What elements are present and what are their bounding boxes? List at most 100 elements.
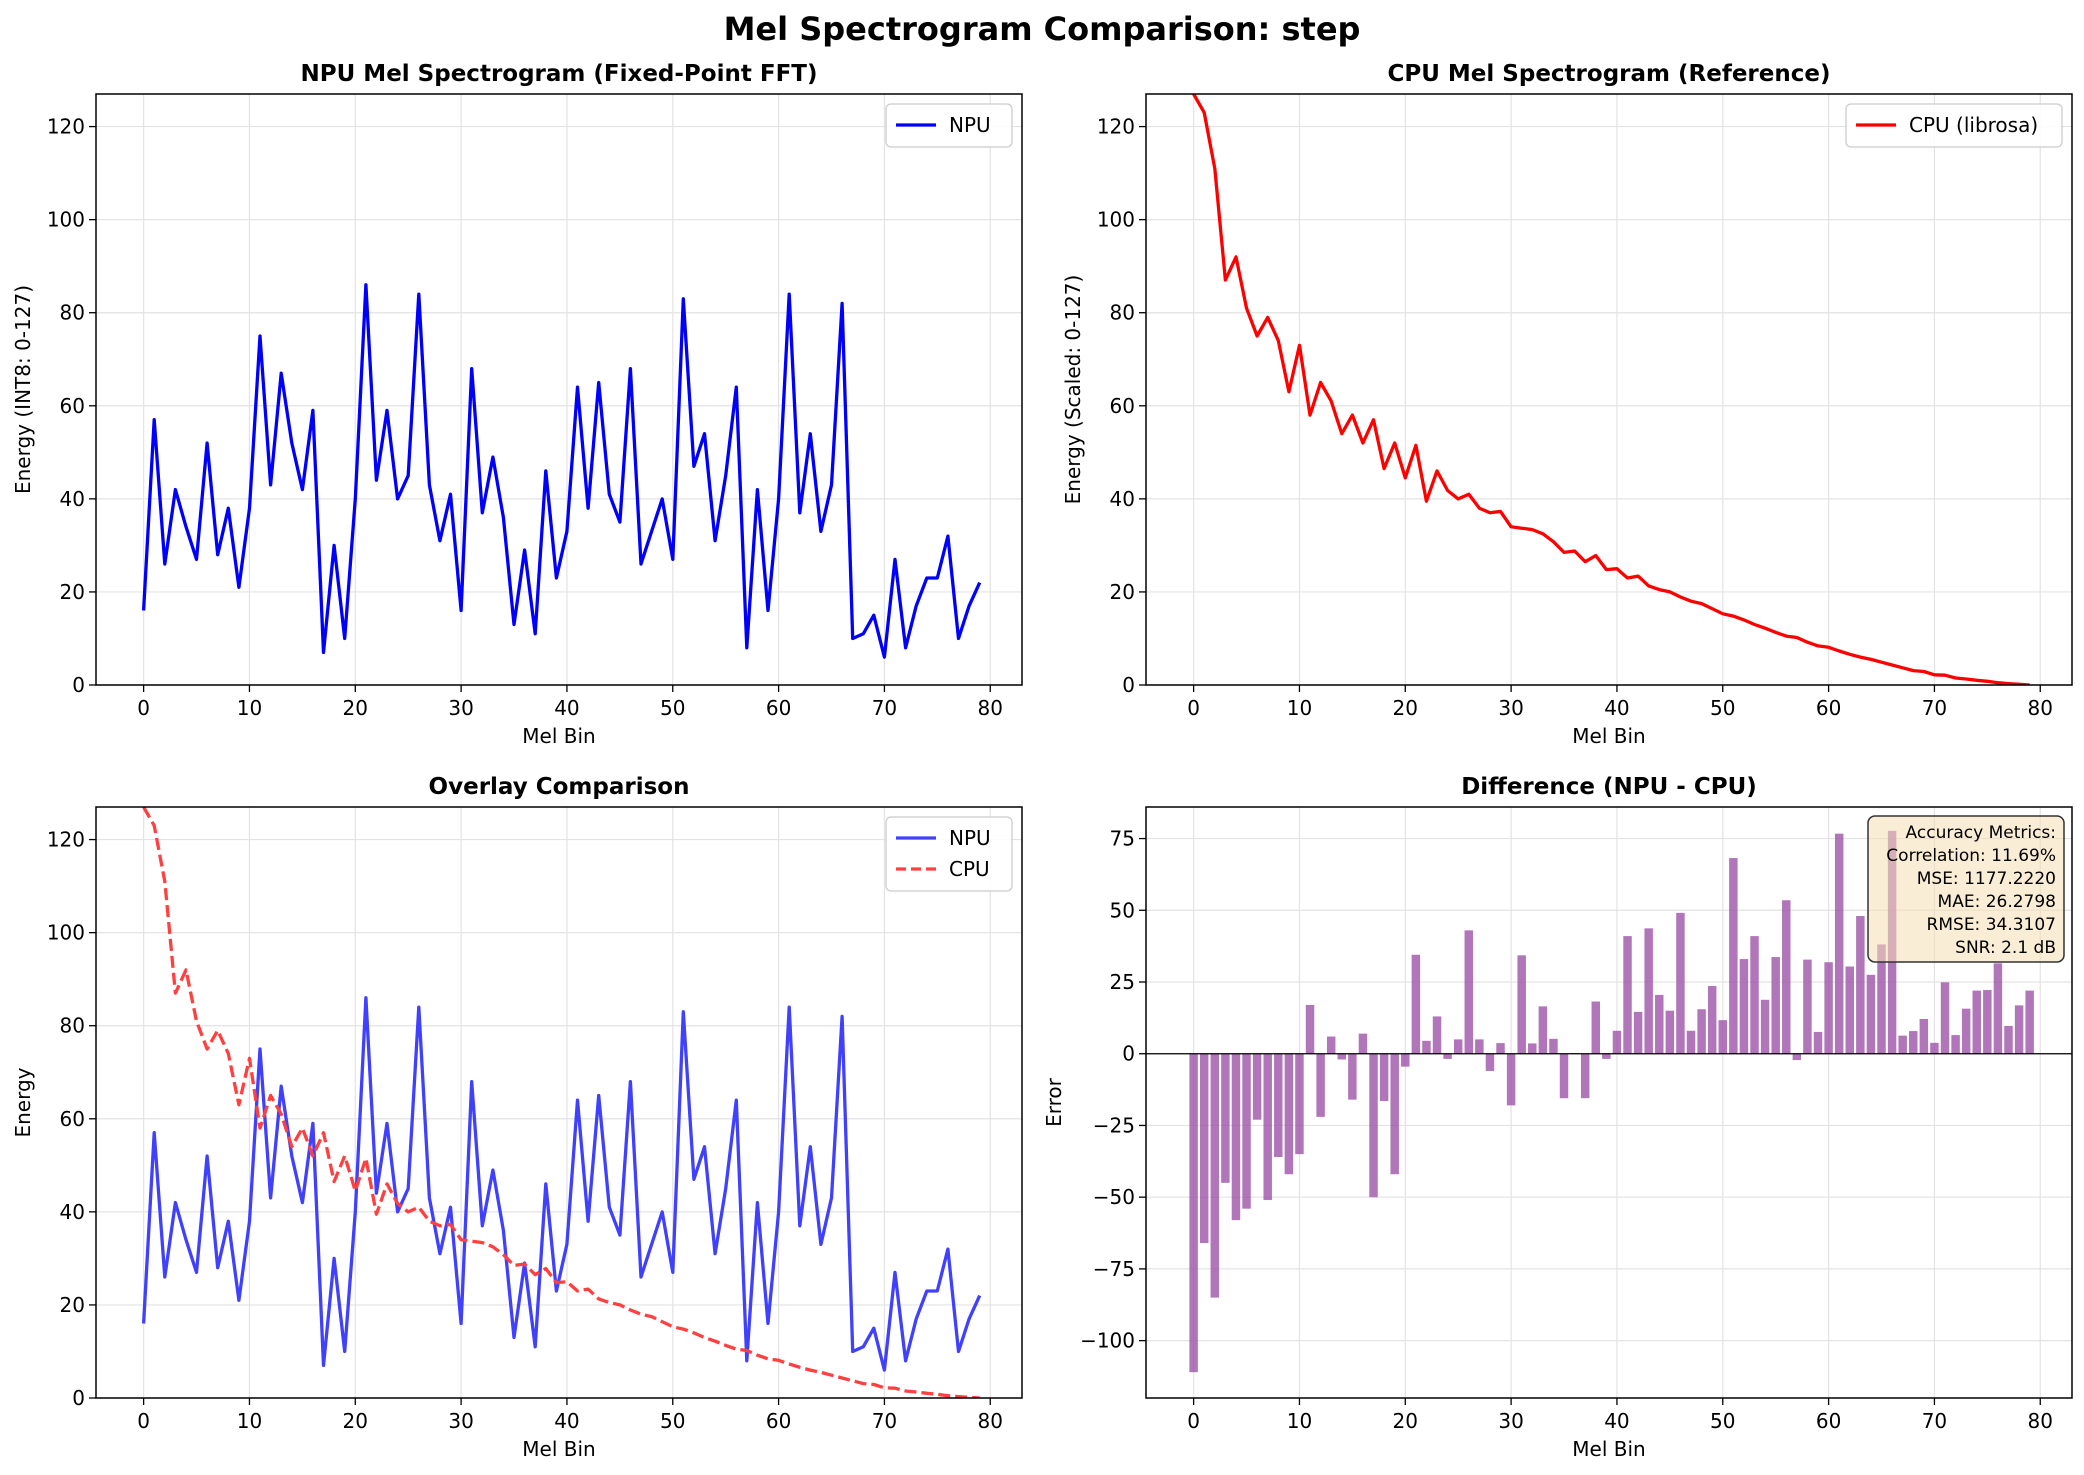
y-tick-label: 75 <box>1110 827 1135 851</box>
bar-bin-25 <box>1453 1039 1463 1054</box>
panel-2: 0 10 20 30 40 50 60 70 80 0 20 40 60 80 100 120 CPU Mel … <box>1061 61 2073 748</box>
series-line-npu <box>141 996 982 1372</box>
plot-area <box>1192 94 2030 685</box>
x-tick-label: 50 <box>1710 1409 1735 1433</box>
x-tick-label: 40 <box>554 696 579 720</box>
x-tick-label: 10 <box>237 696 262 720</box>
bar-bin-52 <box>1739 959 1749 1054</box>
y-tick-label: −50 <box>1093 1185 1135 1209</box>
legend-box <box>885 103 1013 148</box>
x-tick-label: 0 <box>137 696 150 720</box>
y-tick-label: −75 <box>1093 1257 1135 1281</box>
bar-bin-51 <box>1729 858 1738 1054</box>
metrics-line: Correlation: 11.69% <box>1886 846 2056 866</box>
x-tick-label: 80 <box>978 1409 1003 1433</box>
bar-bin-40 <box>1612 1030 1622 1054</box>
bar-bin-33 <box>1538 1006 1548 1054</box>
bar-bin-29 <box>1496 1043 1505 1054</box>
x-tick-label: 50 <box>1710 696 1735 720</box>
y-tick-label: 40 <box>60 487 85 511</box>
x-tick-label: 50 <box>660 696 685 720</box>
panel-title: NPU Mel Spectrogram (Fixed-Point FFT) <box>301 61 818 87</box>
bar-bin-73 <box>1961 1008 1971 1054</box>
y-tick-label: 0 <box>72 673 85 697</box>
y-tick-label: 20 <box>60 1293 85 1317</box>
bar-bin-77 <box>2004 1025 2013 1054</box>
bar-bin-48 <box>1697 1009 1706 1054</box>
bar-bin-53 <box>1750 936 1759 1054</box>
y-axis-label: Error <box>1042 1077 1066 1127</box>
metrics-background <box>1867 815 2065 963</box>
bar-bin-69 <box>1919 1019 1929 1054</box>
metrics-line: MAE: 26.2798 <box>1938 892 2056 912</box>
y-tick-label: 0 <box>1122 673 1135 697</box>
bar-bin-49 <box>1707 986 1717 1054</box>
x-tick-label: 60 <box>766 1409 791 1433</box>
bar-bin-75 <box>1983 990 1992 1054</box>
y-tick-label: 25 <box>1110 970 1135 994</box>
x-tick-label: 60 <box>1816 1409 1841 1433</box>
y-tick-label: 100 <box>1097 208 1135 232</box>
x-axis-label: Mel Bin <box>1572 1437 1645 1461</box>
y-tick-label: 60 <box>60 1107 85 1131</box>
bar-bin-58 <box>1803 959 1812 1054</box>
y-axis-label: Energy (INT8: 0-127) <box>11 285 35 494</box>
bar-bin-68 <box>1909 1031 1918 1054</box>
series-line-npu <box>141 283 982 659</box>
bar-bin-18 <box>1379 1053 1389 1102</box>
bar-bin-14 <box>1337 1053 1347 1060</box>
x-tick-label: 20 <box>343 1409 368 1433</box>
panel-1: 0 10 20 30 40 50 60 70 80 0 20 40 60 80 100 120 NPU Mel … <box>11 61 1023 748</box>
bar-bin-21 <box>1411 954 1421 1054</box>
bar-bin-37 <box>1580 1053 1590 1099</box>
y-tick-label: 0 <box>72 1386 85 1410</box>
y-tick-label: 20 <box>1110 580 1135 604</box>
legend-box <box>1845 103 2063 148</box>
bar-bin-16 <box>1358 1033 1368 1054</box>
legend: NPU <box>885 103 1013 148</box>
bar-bin-50 <box>1718 1020 1727 1054</box>
bar-bin-74 <box>1972 990 1981 1054</box>
bar-bin-2 <box>1210 1053 1220 1298</box>
bar-bin-76 <box>1993 963 2003 1054</box>
series-line-cpu <box>142 807 980 1398</box>
metrics-line: SNR: 2.1 dB <box>1955 938 2056 958</box>
plot-area <box>1146 830 2072 1373</box>
bar-bin-46 <box>1676 912 1685 1054</box>
y-tick-label: 80 <box>60 301 85 325</box>
metrics-line: Accuracy Metrics: <box>1906 823 2056 843</box>
y-tick-label: 60 <box>1110 394 1135 418</box>
bar-bin-35 <box>1559 1053 1569 1099</box>
plot-area <box>141 283 982 659</box>
bar-bin-3 <box>1221 1053 1230 1183</box>
y-tick-label: 0 <box>1122 1042 1135 1066</box>
bar-bin-15 <box>1348 1053 1357 1100</box>
x-tick-label: 10 <box>1287 1409 1312 1433</box>
x-tick-label: 30 <box>448 1409 473 1433</box>
y-tick-label: 40 <box>60 1200 85 1224</box>
x-tick-label: 30 <box>1498 696 1523 720</box>
bar-bin-59 <box>1813 1031 1823 1054</box>
x-tick-label: 70 <box>872 1409 897 1433</box>
bar-bin-72 <box>1951 1035 1960 1054</box>
x-tick-label: 80 <box>2028 696 2053 720</box>
bar-bin-62 <box>1845 966 1854 1054</box>
y-tick-label: 50 <box>1110 898 1135 922</box>
bar-bin-7 <box>1263 1053 1272 1201</box>
bar-bin-57 <box>1792 1053 1802 1061</box>
y-tick-label: 80 <box>60 1014 85 1038</box>
x-tick-label: 40 <box>1604 696 1629 720</box>
bar-bin-38 <box>1591 1001 1601 1054</box>
legend-label: NPU <box>949 826 991 850</box>
y-axis-label: Energy <box>11 1067 35 1137</box>
bar-bin-70 <box>1930 1042 1939 1054</box>
bar-bin-71 <box>1940 982 1950 1054</box>
bar-bin-32 <box>1528 1043 1537 1054</box>
y-tick-label: 20 <box>60 580 85 604</box>
bar-bin-60 <box>1824 962 1833 1054</box>
x-tick-label: 70 <box>1922 1409 1947 1433</box>
bar-bin-1 <box>1199 1053 1209 1244</box>
x-tick-label: 10 <box>237 1409 262 1433</box>
bar-bin-55 <box>1771 957 1780 1054</box>
bar-bin-8 <box>1274 1053 1283 1158</box>
